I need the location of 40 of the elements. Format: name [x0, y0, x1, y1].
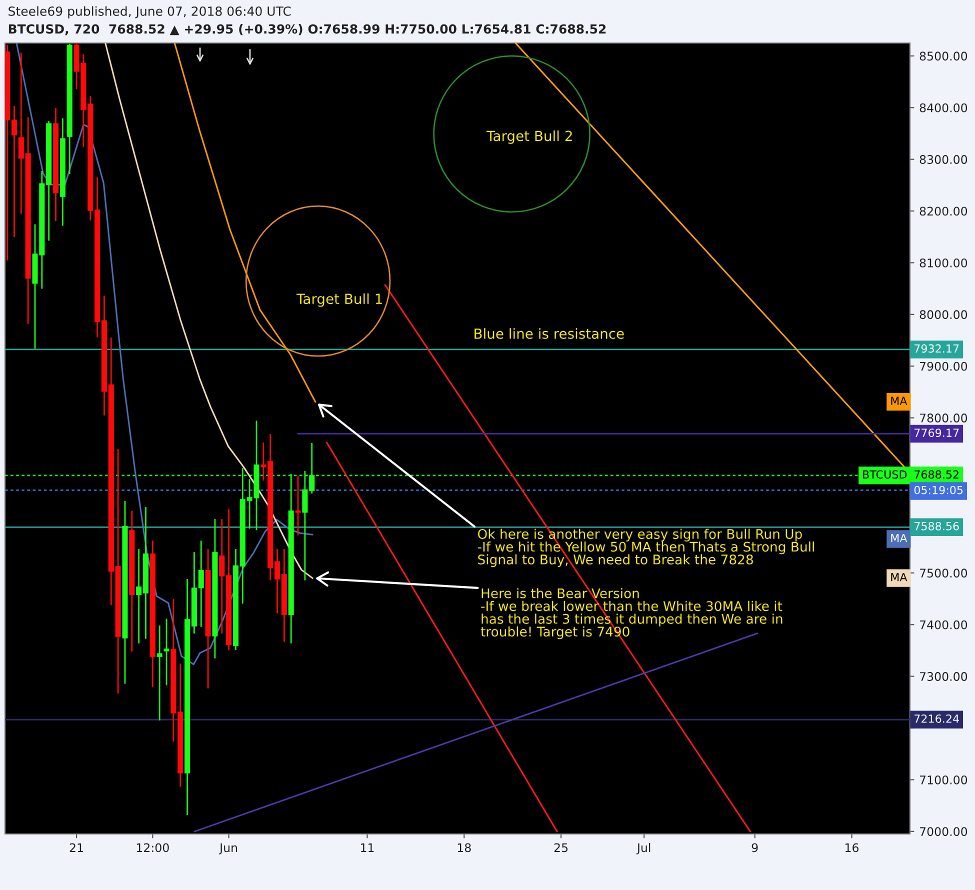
chart-title: Steele69 published, June 07, 2018 06:40 UTC: [8, 6, 291, 18]
y-tick-label: 8200.00: [920, 206, 968, 216]
y-tick-label: 8300.00: [920, 155, 968, 164]
candlestick: [295, 476, 301, 536]
x-tick-label: Jun: [218, 843, 238, 854]
x-tick-label: 25: [554, 843, 568, 852]
y-tick-label: 8500.00: [920, 52, 968, 61]
text: MA: [891, 573, 908, 582]
candlestick: [156, 625, 162, 720]
text: 05:19:05: [914, 486, 963, 494]
candlestick: [164, 618, 170, 686]
data-label: 7769.17: [914, 428, 959, 437]
x-tick-label: 21: [70, 843, 83, 852]
y-tick-label: 8100.00: [920, 258, 968, 268]
y-tick-label: 8000.00: [920, 310, 968, 320]
ref-line-label: 7932.17: [914, 344, 959, 353]
ref-line-label: 7216.24: [914, 714, 959, 723]
y-tick-label: 8400.00: [920, 103, 968, 112]
annotation: Target Bull 2: [486, 130, 572, 144]
x-tick-label: 12:00: [136, 843, 169, 852]
text: MA: [891, 396, 908, 405]
y-tick-label: 7800.00: [920, 414, 968, 422]
annotation: Blue line is resistance: [474, 328, 624, 339]
text: BTCUSD: [863, 470, 907, 479]
y-tick-label: 7900.00: [920, 362, 968, 371]
annotation: Target Bull 1: [296, 293, 382, 307]
ref-line-label: 7588.56: [914, 522, 959, 530]
x-tick-label: 16: [846, 843, 859, 852]
x-tick-label: 9: [752, 843, 758, 852]
x-tick-label: 18: [458, 843, 471, 852]
y-tick-label: 7400.00: [920, 620, 968, 630]
y-tick-label: 7100.00: [920, 775, 968, 784]
y-tick-label: 7500.00: [920, 568, 968, 578]
text: MA: [891, 534, 908, 542]
y-tick-label: 7300.00: [920, 672, 968, 681]
ref-line-label: 7688.52: [914, 470, 958, 479]
x-tick-label: Jul: [636, 843, 650, 854]
y-tick-label: 7000.00: [920, 827, 968, 836]
chart-subtitle: BTCUSD, 720 7688.52 ▲ +29.95 (+0.39%) O:7658.99 H:7750.00 L:7654.81 C:7688.52: [8, 24, 606, 36]
x-tick-label: 11: [361, 843, 374, 852]
